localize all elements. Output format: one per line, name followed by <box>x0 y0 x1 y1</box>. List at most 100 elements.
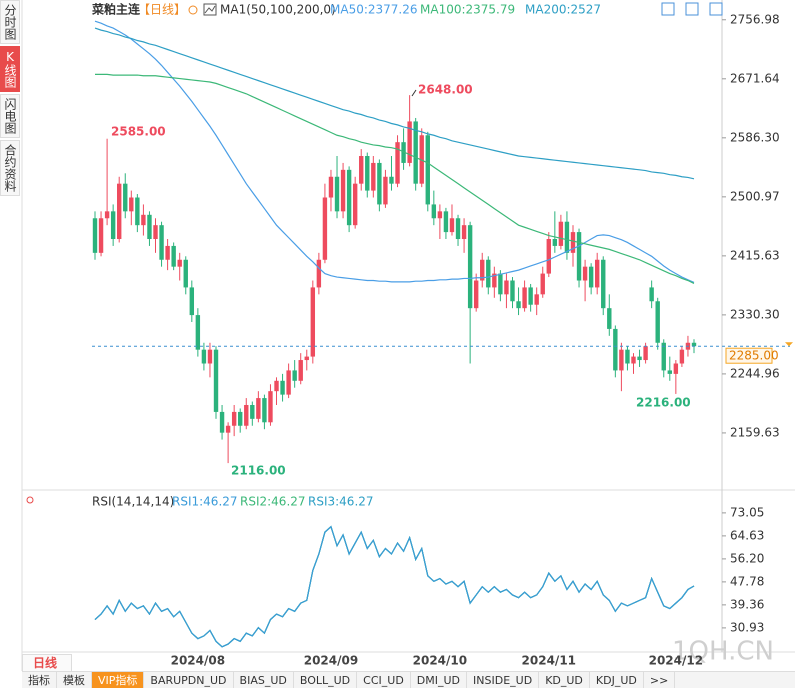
candle-body <box>594 259 600 288</box>
period-label[interactable]: 【日线】 <box>138 3 186 17</box>
candle-body <box>244 405 249 426</box>
candle-body <box>159 225 164 260</box>
candle-body <box>340 169 346 212</box>
indicator-tab[interactable]: KD_UD <box>539 672 590 688</box>
candle-body <box>280 380 285 395</box>
candle-body <box>310 287 316 357</box>
candle-body <box>449 218 455 233</box>
candle-body <box>123 183 128 212</box>
period-selector[interactable]: 日线 <box>22 654 72 672</box>
candle-body <box>607 308 612 329</box>
zoom-out-button[interactable] <box>685 2 699 16</box>
sidebar-tab[interactable]: 闪电图 <box>0 94 20 138</box>
candle-body <box>546 239 551 274</box>
y-tick-label: 2671.64 <box>730 71 780 85</box>
legend-entry: RSI2:46.27 <box>240 495 306 509</box>
indicator-tab[interactable]: 模板 <box>57 672 92 688</box>
indicator-label: MA1(50,100,200,0) <box>220 3 336 17</box>
candle-body <box>171 245 176 267</box>
candle-body <box>371 162 376 191</box>
candle-body <box>540 273 545 295</box>
candle-body <box>352 183 358 226</box>
y-tick-label: 2500.97 <box>730 189 780 203</box>
add-icon[interactable] <box>188 5 198 15</box>
candle-body <box>528 287 533 305</box>
candle-body <box>522 287 527 309</box>
legend-entry: RSI1:46.27 <box>172 495 238 509</box>
candle-body <box>601 259 606 309</box>
candle-body <box>238 411 243 426</box>
candle-body <box>334 176 340 212</box>
candle-body <box>480 259 485 281</box>
y-tick-label: 56.20 <box>730 551 764 565</box>
indicator-tab[interactable]: BOLL_UD <box>294 672 358 688</box>
candle-body <box>431 204 437 219</box>
candle-body <box>486 259 491 288</box>
candle-body <box>117 183 122 240</box>
candle-body <box>213 349 219 412</box>
y-tick-label: 2415.63 <box>730 248 780 262</box>
candle-body <box>498 273 503 295</box>
candle-body <box>570 232 576 253</box>
candle-body <box>346 169 352 226</box>
indicator-tab[interactable]: KDJ_UD <box>590 672 644 688</box>
candle-body <box>147 214 152 240</box>
y-tick-label: 30.93 <box>730 620 764 634</box>
indicator-tab[interactable]: INSIDE_UD <box>467 672 540 688</box>
candle-body <box>679 349 685 364</box>
candle-body <box>98 218 104 253</box>
y-tick-label: 64.63 <box>730 528 764 542</box>
candle-body <box>365 156 370 191</box>
candle-body <box>141 214 146 226</box>
sidebar: 分时图 K线图 闪电图 合约资料 <box>0 0 20 198</box>
indicator-tab[interactable]: VIP指标 <box>92 672 145 688</box>
candle-body <box>225 425 231 433</box>
moving-average-line <box>94 27 695 180</box>
sidebar-tab[interactable]: 合约资料 <box>0 140 20 196</box>
fullscreen-button[interactable] <box>709 2 723 16</box>
candle-body <box>576 232 582 281</box>
legend-entry: RSI3:46.27 <box>308 495 374 509</box>
candle-body <box>195 315 201 350</box>
indicator-tab[interactable]: DMI_UD <box>411 672 468 688</box>
last-price-box <box>725 347 773 364</box>
indicator-tab[interactable]: BARUPDN_UD <box>144 672 234 688</box>
leader-line <box>411 89 417 97</box>
indicator-tab[interactable]: >> <box>644 672 676 688</box>
rsi-line <box>94 525 695 648</box>
candle-body <box>425 135 430 205</box>
candle-body <box>135 197 140 226</box>
candle-body <box>504 280 509 295</box>
x-tick-label: 2024/09 <box>304 654 358 668</box>
settings-icon[interactable] <box>26 496 34 504</box>
y-tick-label: 2244.96 <box>730 366 780 380</box>
indicator-icon[interactable] <box>203 3 217 16</box>
candle-body <box>516 301 521 309</box>
rsi-line <box>94 525 695 648</box>
candle-body <box>177 259 182 267</box>
chart-title: 菜粕主连 <box>91 2 141 17</box>
indicator-tab[interactable]: 指标 <box>22 672 57 688</box>
indicator-tab[interactable]: CCI_UD <box>357 672 411 688</box>
candle-body <box>165 245 170 260</box>
candle-body <box>631 356 636 364</box>
indicator-tab[interactable]: BIAS_UD <box>234 672 294 688</box>
rsi-title: RSI(14,14,14) <box>92 495 174 509</box>
candle-body <box>649 287 654 302</box>
candle-body <box>322 197 328 260</box>
candle-body <box>637 356 642 361</box>
moving-average-line <box>94 20 695 283</box>
candle-body <box>461 225 467 240</box>
sidebar-tab[interactable]: 分时图 <box>0 0 20 44</box>
candle-body <box>359 156 364 184</box>
sidebar-tab[interactable]: K线图 <box>0 46 20 92</box>
extreme-label: 2116.00 <box>231 464 286 478</box>
last-price-label: 2285.00 <box>729 349 779 363</box>
candle-body <box>625 349 630 364</box>
candle-body <box>304 356 309 361</box>
x-tick-label: 2024/11 <box>522 654 576 668</box>
zoom-in-button[interactable] <box>661 2 675 16</box>
candle-body <box>250 405 255 419</box>
candle-body <box>129 197 134 212</box>
